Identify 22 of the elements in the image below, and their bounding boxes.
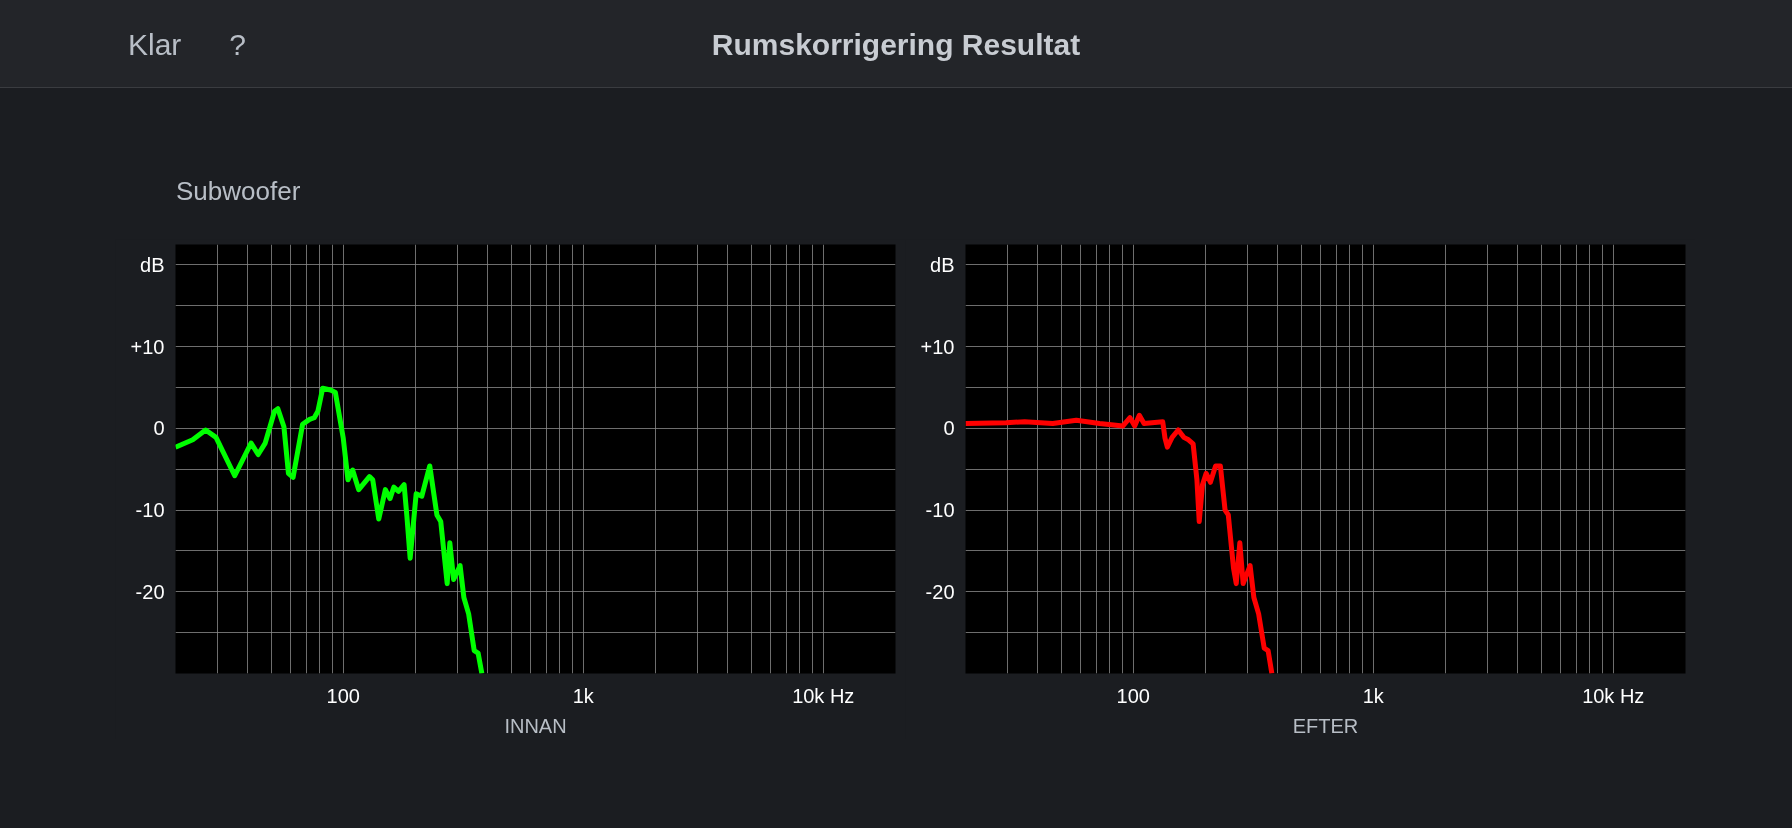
y-tick-label: -20 <box>135 580 165 603</box>
x-axis-title: INNAN <box>504 714 567 737</box>
y-tick-label: -20 <box>925 580 955 603</box>
chart-subtitle: Subwoofer <box>175 175 301 208</box>
y-tick-label: +10 <box>920 335 955 358</box>
y-tick-label: 0 <box>943 417 955 440</box>
y-tick-label: -10 <box>925 499 955 522</box>
y-tick-label: +10 <box>130 335 165 358</box>
x-tick-label: 1k <box>572 684 595 707</box>
chart-title: Rumskorrigering Resultat <box>711 28 1081 61</box>
x-axis-title: EFTER <box>1292 714 1359 737</box>
text: ? <box>229 28 247 61</box>
y-tick-label: -10 <box>135 499 165 522</box>
x-tick-label: 10k Hz <box>1582 684 1645 707</box>
y-tick-label: dB <box>930 253 955 276</box>
y-tick-label: dB <box>140 253 165 276</box>
y-tick-label: 0 <box>153 417 165 440</box>
x-tick-label: 100 <box>326 684 360 707</box>
text: Klar <box>128 28 182 61</box>
x-tick-label: 100 <box>1116 684 1150 707</box>
x-tick-label: 10k Hz <box>792 684 855 707</box>
x-tick-label: 1k <box>1362 684 1385 707</box>
